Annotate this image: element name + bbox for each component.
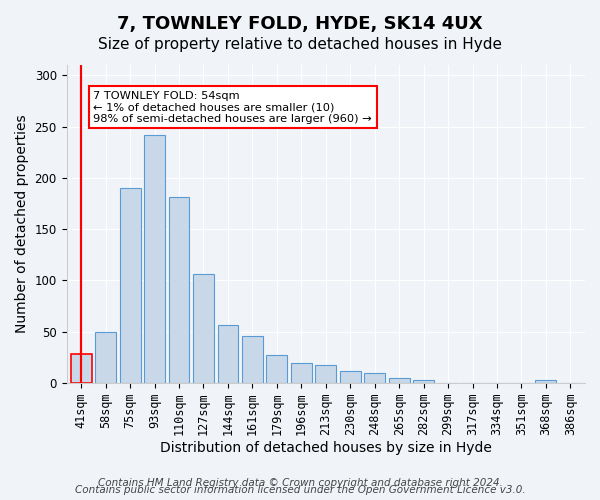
Text: Contains HM Land Registry data © Crown copyright and database right 2024.: Contains HM Land Registry data © Crown c…: [98, 478, 502, 488]
Text: Size of property relative to detached houses in Hyde: Size of property relative to detached ho…: [98, 38, 502, 52]
Bar: [144, 134, 165, 383]
Bar: [71, 354, 92, 383]
Bar: [535, 380, 556, 383]
Bar: [218, 324, 238, 383]
Y-axis label: Number of detached properties: Number of detached properties: [15, 114, 29, 334]
Bar: [95, 332, 116, 383]
Text: 7, TOWNLEY FOLD, HYDE, SK14 4UX: 7, TOWNLEY FOLD, HYDE, SK14 4UX: [117, 15, 483, 33]
Bar: [316, 364, 336, 383]
Bar: [389, 378, 410, 383]
Bar: [242, 336, 263, 383]
X-axis label: Distribution of detached houses by size in Hyde: Distribution of detached houses by size …: [160, 441, 492, 455]
Text: 7 TOWNLEY FOLD: 54sqm
← 1% of detached houses are smaller (10)
98% of semi-detac: 7 TOWNLEY FOLD: 54sqm ← 1% of detached h…: [94, 90, 372, 124]
Bar: [413, 380, 434, 383]
Bar: [340, 370, 361, 383]
Bar: [120, 188, 140, 383]
Bar: [193, 274, 214, 383]
Bar: [266, 356, 287, 383]
Text: Contains public sector information licensed under the Open Government Licence v3: Contains public sector information licen…: [74, 485, 526, 495]
Bar: [291, 364, 312, 383]
Bar: [169, 198, 190, 383]
Bar: [364, 372, 385, 383]
